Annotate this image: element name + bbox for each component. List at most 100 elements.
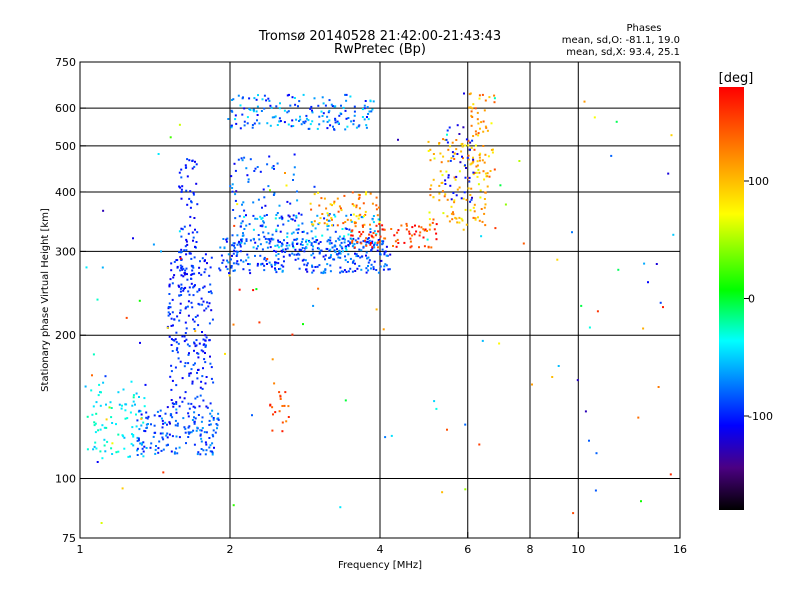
data-point	[175, 402, 178, 405]
data-point	[268, 242, 271, 245]
data-point	[208, 423, 211, 426]
data-point	[183, 335, 186, 338]
data-point	[189, 431, 191, 434]
data-point	[188, 286, 191, 289]
data-point	[132, 394, 135, 397]
data-point	[472, 171, 475, 174]
data-point	[208, 302, 211, 305]
data-point	[358, 248, 361, 251]
data-point	[252, 201, 255, 204]
data-point	[493, 94, 496, 97]
data-point	[242, 201, 245, 204]
data-point	[281, 216, 284, 219]
data-point	[462, 197, 465, 200]
data-point	[455, 139, 458, 141]
data-point	[236, 253, 239, 256]
data-point	[365, 271, 368, 274]
data-point	[169, 375, 172, 378]
data-point	[362, 245, 365, 248]
data-point	[420, 226, 423, 229]
data-point	[234, 199, 237, 202]
data-point	[409, 246, 412, 249]
data-point	[368, 233, 371, 236]
data-point	[92, 405, 95, 408]
data-point	[209, 290, 212, 293]
data-point	[445, 170, 448, 173]
data-point	[197, 356, 200, 359]
data-point	[384, 436, 387, 439]
data-point	[277, 239, 280, 242]
data-point	[365, 191, 368, 194]
data-point	[280, 264, 283, 267]
data-point	[193, 256, 196, 259]
data-point	[355, 215, 358, 218]
data-point	[178, 319, 181, 322]
data-point	[397, 242, 400, 244]
phases-title: Phases	[626, 23, 661, 34]
data-point	[477, 216, 479, 219]
data-point	[209, 412, 212, 415]
data-point	[276, 124, 279, 126]
data-point	[307, 119, 310, 122]
chart-subtitle: RwPretec (Bp)	[334, 42, 426, 57]
data-point	[235, 190, 238, 193]
data-point	[333, 245, 336, 248]
data-point	[305, 239, 308, 242]
data-point	[281, 430, 284, 433]
data-point	[225, 238, 228, 241]
data-point	[367, 237, 370, 239]
data-point	[447, 176, 450, 179]
data-point	[344, 259, 347, 262]
data-point	[453, 199, 456, 202]
data-point	[350, 220, 353, 223]
data-point	[160, 417, 163, 420]
data-point	[458, 133, 461, 135]
data-point	[142, 450, 145, 453]
data-point	[117, 433, 120, 436]
data-point	[172, 339, 175, 341]
data-point	[415, 230, 418, 233]
data-point	[300, 240, 303, 243]
data-point	[259, 215, 262, 218]
data-point	[615, 120, 618, 123]
data-point	[193, 416, 195, 419]
data-point	[304, 259, 307, 262]
data-point	[333, 213, 336, 216]
data-point	[321, 234, 324, 237]
data-point	[198, 266, 201, 269]
data-point	[121, 404, 123, 407]
data-point	[183, 249, 186, 252]
data-point	[198, 342, 201, 345]
data-point	[240, 241, 243, 244]
data-point	[326, 218, 328, 221]
data-point	[357, 217, 360, 220]
data-point	[274, 115, 277, 118]
data-point	[124, 409, 127, 412]
data-point	[207, 305, 210, 308]
data-point	[659, 301, 662, 304]
data-point	[647, 281, 649, 284]
data-point	[255, 247, 258, 250]
data-point	[235, 255, 238, 257]
data-point	[236, 260, 239, 263]
data-point	[283, 260, 285, 263]
data-point	[195, 163, 198, 166]
data-point	[176, 347, 179, 350]
data-point	[191, 273, 194, 276]
data-point	[239, 127, 242, 130]
data-point	[195, 182, 198, 185]
data-point	[369, 223, 371, 226]
data-point	[222, 238, 225, 240]
data-point	[396, 231, 399, 234]
data-point	[134, 403, 136, 406]
data-point	[481, 220, 484, 223]
data-point	[381, 228, 384, 231]
data-point	[136, 419, 139, 422]
data-point	[272, 165, 275, 167]
data-point	[320, 271, 323, 274]
data-point	[328, 219, 331, 222]
data-point	[160, 250, 162, 253]
data-point	[356, 267, 359, 270]
data-point	[372, 221, 375, 224]
data-point	[446, 141, 449, 144]
